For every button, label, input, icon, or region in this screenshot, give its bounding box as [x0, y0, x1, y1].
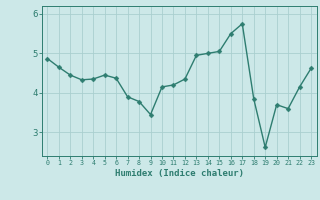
X-axis label: Humidex (Indice chaleur): Humidex (Indice chaleur) [115, 169, 244, 178]
